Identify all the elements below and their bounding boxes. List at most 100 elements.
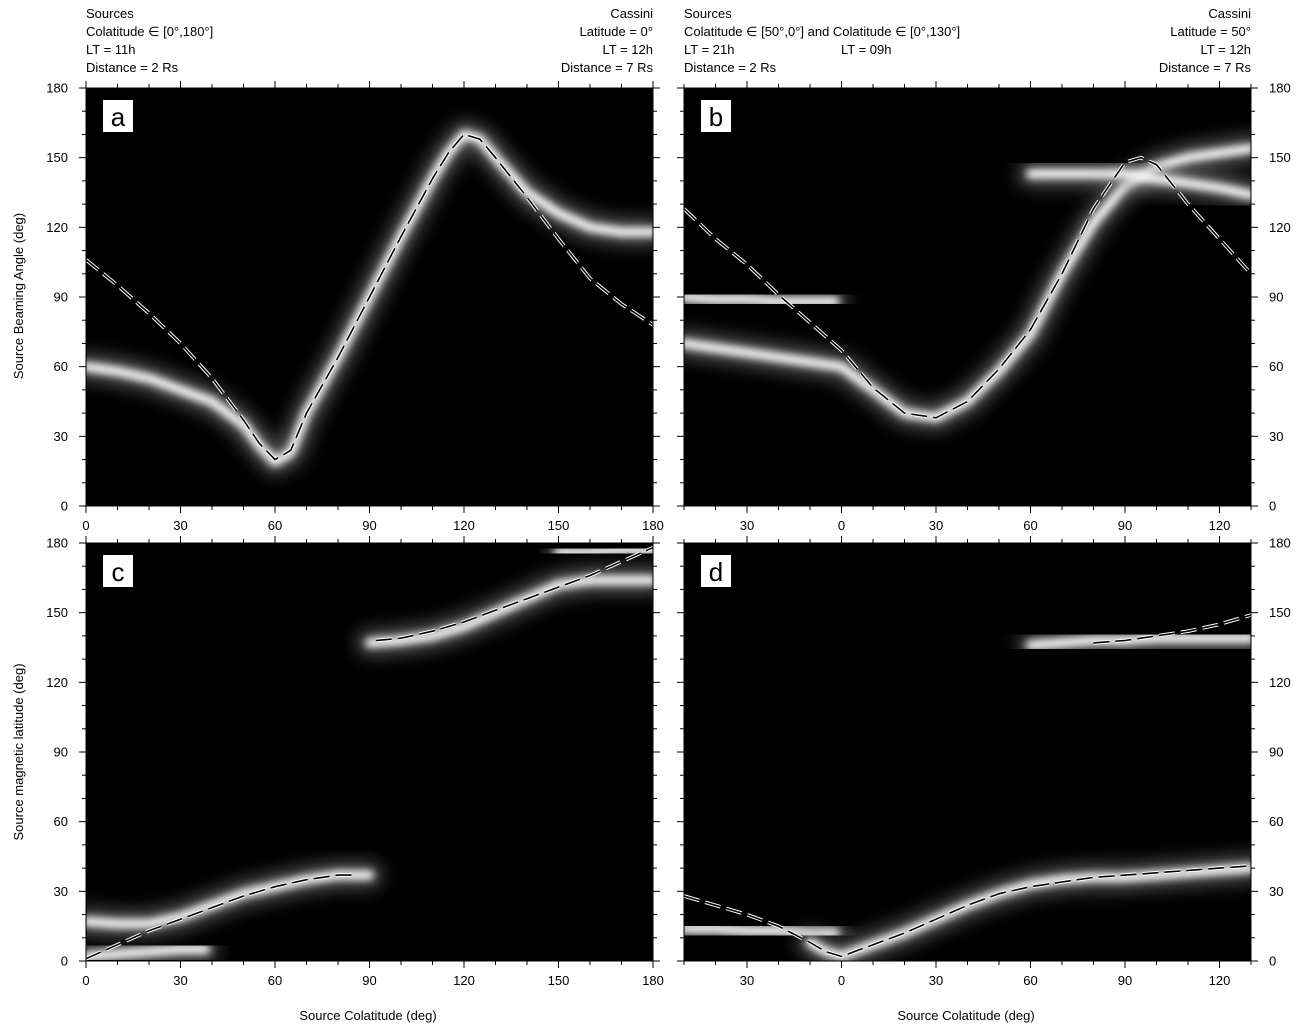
header-left-cassini-line-4: Distance = 7 Rs — [561, 60, 654, 75]
header-left-sources-line-3: LT = 11h — [86, 42, 136, 57]
y-tick-label-b: 30 — [1269, 429, 1283, 444]
y-tick-label-d: 150 — [1269, 605, 1291, 620]
x-tick-label-a: 60 — [268, 518, 282, 533]
x-tick-label-a: 0 — [82, 518, 89, 533]
panel-c: c 0 30 60 90 120 150 180 0 30 60 90 120 150 180 — [46, 536, 664, 989]
header-left-cassini-line-1: Cassini — [610, 6, 653, 21]
x-tick-label-b: 120 — [1209, 518, 1231, 533]
panel-label-d: d — [709, 557, 723, 587]
y-tick-label-b: 120 — [1269, 220, 1291, 235]
y-tick-label-c: 60 — [54, 814, 68, 829]
plot-area-d — [684, 543, 1251, 961]
plot-content-b — [684, 135, 1251, 431]
y-tick-label-a: 90 — [54, 290, 68, 305]
header-left-sources-line-4: Distance = 2 Rs — [86, 60, 179, 75]
header-left-cassini-line-3: LT = 12h — [603, 42, 653, 57]
y-tick-label-c: 180 — [46, 536, 68, 551]
x-tick-label-c: 90 — [362, 973, 376, 988]
x-tick-label-d: 120 — [1209, 973, 1231, 988]
intensity-band-c-0 — [86, 944, 211, 961]
y-tick-label-c: 150 — [46, 605, 68, 620]
intensity-band-b-0 — [684, 292, 840, 307]
y-tick-label-b: 150 — [1269, 150, 1291, 165]
panel-label-box-a — [103, 100, 133, 132]
x-tick-label-c: 180 — [642, 973, 664, 988]
plot-content-a — [86, 121, 653, 475]
header-right-cassini-line-4: Distance = 7 Rs — [1159, 60, 1252, 75]
model-curve-c — [86, 874, 354, 960]
panel-label-box-c — [103, 555, 133, 587]
header-right-sources-line-3: LT = 21h — [684, 42, 734, 57]
panel-label-b: b — [709, 102, 723, 132]
y-tick-label-c: 120 — [46, 675, 68, 690]
x-tick-label-b: 0 — [838, 518, 845, 533]
plot-area-c — [86, 543, 653, 961]
x-tick-label-c: 120 — [453, 973, 475, 988]
y-tick-label-d: 0 — [1269, 954, 1276, 969]
header-left-cassini-line-2: Latitude = 0° — [579, 24, 653, 39]
y-tick-label-a: 150 — [46, 150, 68, 165]
x-tick-label-a: 120 — [453, 518, 475, 533]
y-tick-label-b: 90 — [1269, 290, 1283, 305]
y-tick-label-c: 30 — [54, 884, 68, 899]
header-left-sources-line-1: Sources — [86, 6, 134, 21]
header-right-cassini: Cassini Latitude = 50° LT = 12h Distance… — [1159, 6, 1252, 75]
panel-a: a 0 30 60 90 120 150 180 0 30 60 90 120 150 180 — [46, 81, 664, 534]
x-tick-label-d: 60 — [1023, 973, 1037, 988]
y-tick-label-d: 180 — [1269, 536, 1291, 551]
y-tick-label-a: 60 — [54, 359, 68, 374]
panels: a 0 30 60 90 120 150 180 0 30 60 90 120 150 180 b 0 30 60 9… — [46, 81, 1290, 989]
panel-label-box-d — [701, 555, 731, 587]
y-tick-label-a: 30 — [54, 429, 68, 444]
x-axis-title-left: Source Colatitude (deg) — [299, 1008, 436, 1023]
header-left-cassini: Cassini Latitude = 0° LT = 12h Distance … — [561, 6, 654, 75]
y-tick-label-b: 180 — [1269, 81, 1291, 96]
header-left-sources: Sources Colatitude ∈ [0°,180°] LT = 11h … — [86, 6, 213, 75]
x-tick-label-d: 30 — [740, 973, 754, 988]
x-tick-label-d: 0 — [838, 973, 845, 988]
panel-label-a: a — [111, 102, 126, 132]
header-right-cassini-line-2: Latitude = 50° — [1170, 24, 1251, 39]
panel-d: d 0 30 60 90 120 150 180 30 0 30 60 90 120 — [677, 536, 1291, 988]
plot-content-c — [86, 543, 653, 961]
y-tick-label-d: 30 — [1269, 884, 1283, 899]
x-tick-label-d: 90 — [1118, 973, 1132, 988]
x-tick-label-c: 0 — [82, 973, 89, 988]
x-tick-label-a: 150 — [548, 518, 570, 533]
y-tick-label-c: 0 — [61, 954, 68, 969]
header-right-sources: Sources Colatitude ∈ [50°,0°] and Colati… — [684, 6, 960, 75]
x-tick-label-b: 60 — [1023, 518, 1037, 533]
x-tick-label-c: 150 — [548, 973, 570, 988]
panel-b: b 0 30 60 90 120 150 180 30 0 30 60 90 120 — [677, 81, 1291, 533]
y-tick-label-d: 90 — [1269, 745, 1283, 760]
y-axis-title-bottom: Source magnetic latitude (deg) — [11, 663, 26, 840]
x-tick-label-c: 30 — [173, 973, 187, 988]
header-right-lt-2: LT = 09h — [841, 42, 891, 57]
intensity-band-b-2 — [1026, 169, 1251, 200]
intensity-band-c-3 — [554, 545, 653, 557]
x-tick-label-c: 60 — [268, 973, 282, 988]
x-tick-label-d: 30 — [929, 973, 943, 988]
y-tick-label-c: 90 — [54, 745, 68, 760]
x-tick-label-a: 180 — [642, 518, 664, 533]
x-axis-title-right: Source Colatitude (deg) — [897, 1008, 1034, 1023]
model-curve-d — [1093, 614, 1251, 644]
model-curve-b — [684, 156, 1251, 419]
x-tick-label-a: 90 — [362, 518, 376, 533]
panel-label-c: c — [112, 557, 125, 587]
model-curve-c — [375, 546, 653, 642]
x-tick-label-b: 30 — [740, 518, 754, 533]
y-axis-title-top: Source Beaming Angle (deg) — [11, 213, 26, 379]
header-right-sources-line-1: Sources — [684, 6, 732, 21]
y-tick-label-a: 180 — [46, 81, 68, 96]
x-tick-label-b: 30 — [929, 518, 943, 533]
model-curve-d — [684, 865, 1251, 958]
x-tick-label-b: 90 — [1118, 518, 1132, 533]
y-tick-label-b: 60 — [1269, 359, 1283, 374]
y-tick-label-d: 60 — [1269, 814, 1283, 829]
header-left-sources-line-2: Colatitude ∈ [0°,180°] — [86, 24, 213, 39]
y-tick-label-b: 0 — [1269, 499, 1276, 514]
header-right-cassini-line-3: LT = 12h — [1201, 42, 1251, 57]
x-tick-label-a: 30 — [173, 518, 187, 533]
